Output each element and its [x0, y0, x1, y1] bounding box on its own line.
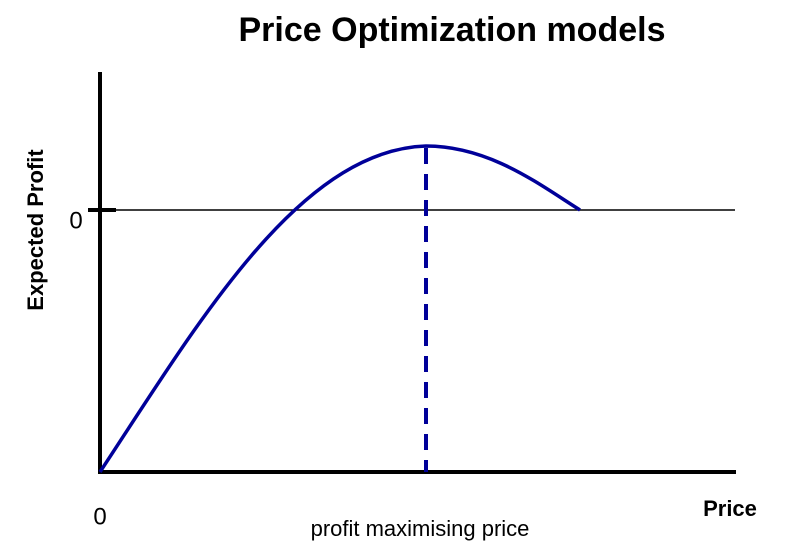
y-axis-label: Expected Profit [23, 149, 48, 311]
origin-label: 0 [93, 503, 106, 530]
x-axis-label: Price [703, 496, 757, 521]
annotation: profit maximising price [311, 516, 530, 541]
title: Price Optimization models [239, 11, 666, 49]
y-tick-label: 0 [69, 207, 82, 234]
profit-curve [98, 144, 581, 473]
